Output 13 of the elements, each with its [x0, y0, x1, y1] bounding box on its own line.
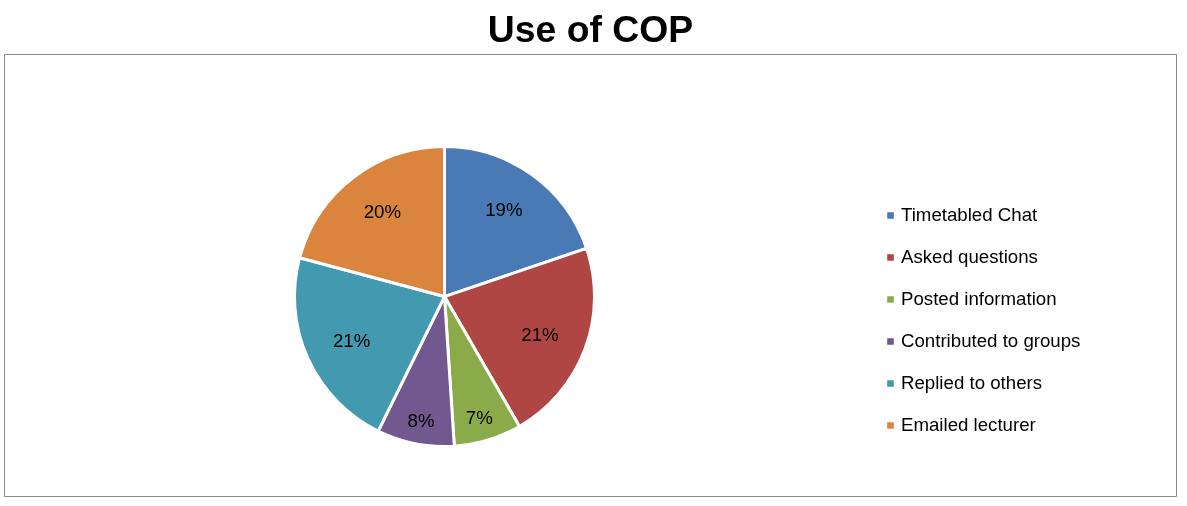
- legend-label: Emailed lecturer: [901, 414, 1036, 436]
- data-label: 8%: [407, 409, 435, 431]
- data-label: 20%: [363, 200, 402, 222]
- chart-title: Use of COP: [487, 7, 694, 50]
- data-label: 19%: [485, 198, 523, 220]
- legend-label: Replied to others: [901, 372, 1043, 394]
- data-label: 21%: [332, 330, 371, 352]
- legend-label: Contributed to groups: [901, 330, 1081, 352]
- legend-label: Posted information: [901, 288, 1057, 310]
- legend-label: Asked questions: [901, 246, 1038, 268]
- data-label: 7%: [465, 406, 493, 428]
- data-label: 21%: [521, 323, 559, 345]
- legend-label: Timetabled Chat: [901, 204, 1038, 226]
